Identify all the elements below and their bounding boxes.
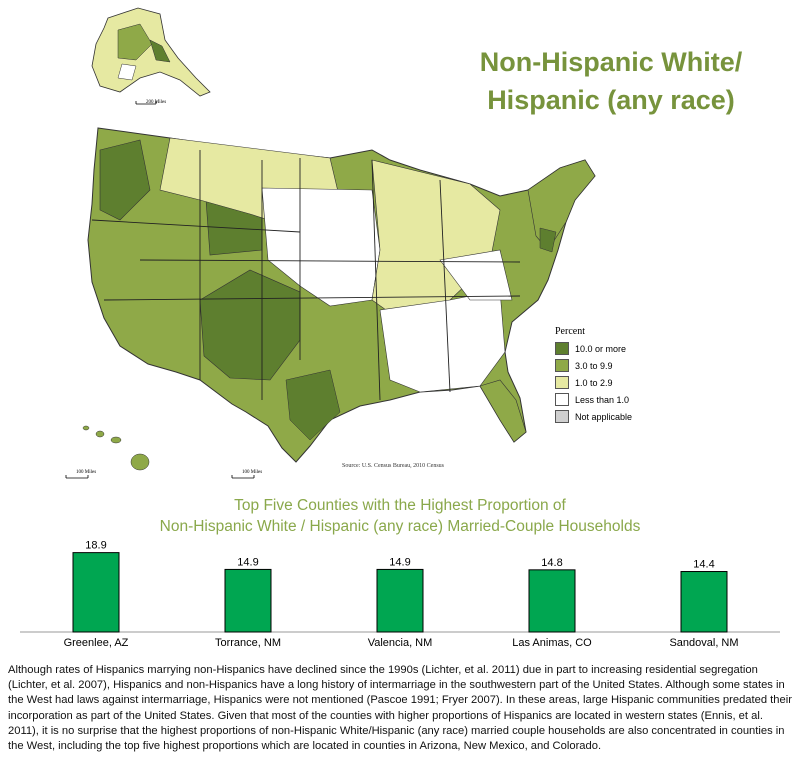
legend-item: 3.0 to 9.9 (555, 358, 632, 373)
bar-chart: 18.9 Greenlee, AZ 14.9 Torrance, NM 14.9 Vale… (20, 540, 780, 649)
legend-swatch (555, 359, 569, 372)
legend-label: Less than 1.0 (575, 394, 630, 405)
hawaii-scale-bar (65, 475, 89, 479)
legend-swatch (555, 376, 569, 389)
alaska-map (91, 7, 211, 97)
chart-bar (376, 568, 424, 633)
category-label: Las Animas, CO (512, 637, 592, 649)
category-label: Valencia, NM (368, 637, 433, 649)
bar-value-label: 14.8 (541, 557, 562, 569)
chart-title-line1: Top Five Counties with the Highest Propo… (234, 497, 566, 514)
legend-label: 1.0 to 2.9 (575, 377, 613, 388)
legend-swatch (555, 410, 569, 423)
legend-item: 1.0 to 2.9 (555, 375, 632, 390)
chart-bar (528, 569, 576, 633)
map-title-line1: Non-Hispanic White/ (479, 47, 743, 77)
chart-bar (680, 571, 728, 633)
legend-label: 10.0 or more (575, 343, 627, 354)
bar-value-label: 18.9 (85, 540, 106, 552)
legend-heading: Percent (555, 326, 585, 337)
us-scale-bar (231, 475, 255, 479)
bar-value-label: 14.9 (237, 556, 258, 568)
legend-item: Not applicable (555, 409, 632, 424)
legend-item: 10.0 or more (555, 341, 632, 356)
legend-swatch (555, 393, 569, 406)
hawaii-scale-label: 100 Miles (76, 470, 97, 475)
legend-label: Not applicable (575, 411, 633, 422)
chart-title-line2: Non-Hispanic White / Hispanic (any race)… (159, 518, 641, 535)
legend-item: Less than 1.0 (555, 392, 632, 407)
bar-value-label: 14.4 (693, 559, 714, 571)
chart-bar (224, 568, 272, 633)
chart-bar (72, 552, 120, 633)
legend-label: 3.0 to 9.9 (575, 360, 613, 371)
alaska-scale-label: 200 Miles (146, 100, 167, 105)
category-label: Greenlee, AZ (64, 637, 129, 649)
alaska-scale-bar (135, 101, 157, 105)
map-legend: Percent 10.0 or more 3.0 to 9.9 1.0 to 2… (555, 326, 632, 426)
category-label: Sandoval, NM (669, 637, 738, 649)
map-source: Source: U.S. Census Bureau, 2010 Census (342, 463, 444, 469)
legend-swatch (555, 342, 569, 355)
bar-value-label: 14.9 (389, 556, 410, 568)
map-title-line2: Hispanic (any race) (487, 85, 735, 115)
contiguous-us-map (87, 127, 596, 463)
hawaii-map (82, 425, 150, 471)
category-label: Torrance, NM (215, 637, 281, 649)
body-paragraph: Although rates of Hispanics marrying non… (8, 664, 792, 753)
us-scale-label: 100 Miles (242, 470, 263, 475)
us-county-map (65, 7, 596, 479)
